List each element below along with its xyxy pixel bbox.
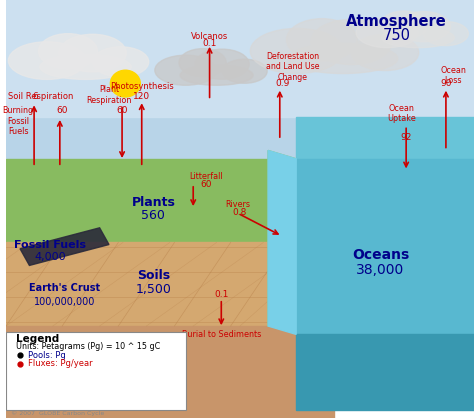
Text: Soils: Soils bbox=[137, 269, 170, 283]
Polygon shape bbox=[6, 159, 334, 242]
Text: Volcanos: Volcanos bbox=[191, 32, 228, 41]
Text: Atmosphere: Atmosphere bbox=[346, 14, 447, 29]
Ellipse shape bbox=[9, 42, 86, 79]
Text: 750: 750 bbox=[383, 28, 411, 43]
Text: © 2007  GLOBE Carbon Cycle: © 2007 GLOBE Carbon Cycle bbox=[11, 410, 104, 416]
Text: Rivers: Rivers bbox=[225, 200, 250, 209]
Polygon shape bbox=[20, 228, 109, 265]
Polygon shape bbox=[6, 326, 334, 418]
Ellipse shape bbox=[397, 12, 450, 42]
Polygon shape bbox=[296, 159, 474, 334]
Text: Plants: Plants bbox=[131, 196, 175, 209]
Text: Deforestation
and Land Use
Change: Deforestation and Land Use Change bbox=[265, 52, 319, 82]
Text: Plant
Respiration: Plant Respiration bbox=[86, 85, 132, 104]
Polygon shape bbox=[296, 334, 474, 410]
Text: Photosynthesis: Photosynthesis bbox=[110, 82, 173, 91]
Polygon shape bbox=[6, 0, 474, 242]
Polygon shape bbox=[6, 0, 474, 117]
Text: Litterfall: Litterfall bbox=[189, 172, 223, 181]
Ellipse shape bbox=[286, 19, 357, 61]
Ellipse shape bbox=[92, 47, 149, 77]
Text: Ocean
Loss: Ocean Loss bbox=[440, 66, 466, 85]
Text: Legend: Legend bbox=[16, 334, 60, 344]
Text: Fossil Fuels: Fossil Fuels bbox=[15, 240, 86, 250]
Text: 38,000: 38,000 bbox=[356, 263, 404, 277]
Text: 0.1: 0.1 bbox=[214, 290, 228, 299]
Ellipse shape bbox=[195, 49, 249, 79]
Text: 560: 560 bbox=[142, 209, 165, 222]
Text: 90: 90 bbox=[440, 79, 452, 88]
Text: 0.9: 0.9 bbox=[275, 79, 289, 88]
Ellipse shape bbox=[179, 48, 226, 77]
Circle shape bbox=[110, 70, 140, 97]
Text: 1,500: 1,500 bbox=[136, 283, 172, 296]
Ellipse shape bbox=[351, 34, 419, 71]
Text: Fluxes: Pg/year: Fluxes: Pg/year bbox=[28, 359, 93, 368]
Text: 120: 120 bbox=[133, 92, 150, 101]
Text: 4,000: 4,000 bbox=[35, 252, 66, 262]
Ellipse shape bbox=[38, 34, 98, 69]
Polygon shape bbox=[268, 150, 334, 326]
Polygon shape bbox=[268, 150, 296, 334]
Text: 100,000,000: 100,000,000 bbox=[34, 297, 95, 307]
Text: 92: 92 bbox=[401, 133, 412, 142]
Ellipse shape bbox=[382, 28, 455, 48]
Text: Oceans: Oceans bbox=[352, 248, 409, 262]
Ellipse shape bbox=[40, 54, 131, 79]
Text: Burial to Sediments: Burial to Sediments bbox=[182, 330, 261, 339]
Polygon shape bbox=[296, 117, 474, 159]
Ellipse shape bbox=[380, 11, 428, 39]
Ellipse shape bbox=[250, 28, 343, 74]
Text: Ocean
Uptake: Ocean Uptake bbox=[387, 104, 416, 123]
Ellipse shape bbox=[222, 59, 267, 83]
Ellipse shape bbox=[423, 22, 468, 46]
Ellipse shape bbox=[356, 18, 418, 48]
Text: 60: 60 bbox=[200, 180, 211, 189]
Text: Earth's Crust: Earth's Crust bbox=[29, 283, 100, 293]
Text: 60: 60 bbox=[56, 106, 68, 115]
Text: Units: Petagrams (Pg) = 10 ^ 15 gC: Units: Petagrams (Pg) = 10 ^ 15 gC bbox=[16, 342, 161, 352]
Text: Pools: Pg: Pools: Pg bbox=[28, 351, 66, 360]
Text: Soil Respiration: Soil Respiration bbox=[9, 92, 74, 101]
Ellipse shape bbox=[155, 55, 217, 85]
Ellipse shape bbox=[59, 34, 126, 72]
Polygon shape bbox=[6, 242, 334, 326]
Ellipse shape bbox=[288, 43, 398, 74]
Ellipse shape bbox=[180, 65, 253, 85]
Ellipse shape bbox=[311, 19, 392, 64]
FancyBboxPatch shape bbox=[6, 332, 186, 410]
Text: 6: 6 bbox=[33, 92, 38, 101]
Text: 0.1: 0.1 bbox=[202, 39, 217, 48]
Text: 60: 60 bbox=[116, 106, 128, 115]
Text: Burning
Fossil
Fuels: Burning Fossil Fuels bbox=[3, 106, 34, 136]
Text: 0.8: 0.8 bbox=[232, 208, 246, 217]
